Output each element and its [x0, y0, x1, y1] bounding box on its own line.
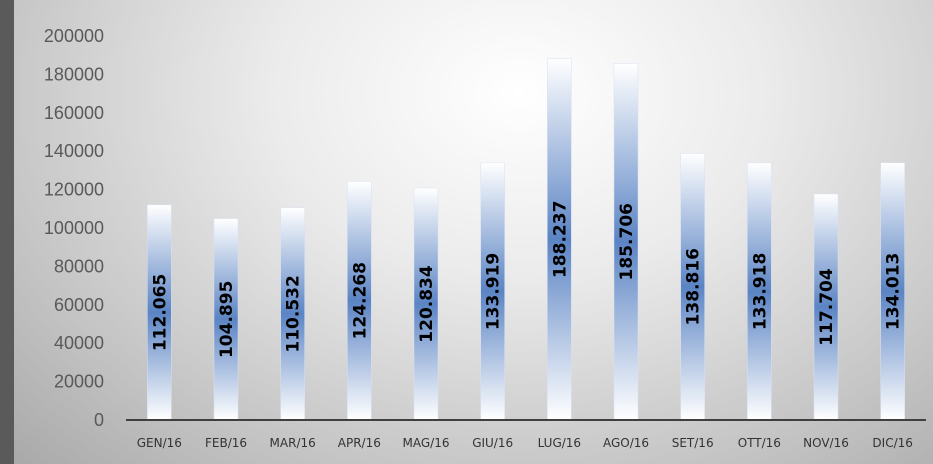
y-tick-label: 140000 — [44, 141, 104, 161]
bar-value-label: 120.834 — [417, 265, 437, 343]
x-category-label: MAG/16 — [403, 436, 450, 450]
y-tick-label: 200000 — [44, 26, 104, 46]
bar — [413, 187, 439, 421]
x-category-label: GIU/16 — [472, 436, 513, 450]
y-tick-label: 160000 — [44, 103, 104, 123]
bar-value-label: 110.532 — [284, 275, 304, 352]
bar — [613, 63, 639, 421]
y-axis-ticks: 0 20000 40000 60000 80000 100000 120000 140000 1… — [44, 26, 104, 430]
x-category-label: AGO/16 — [603, 436, 649, 450]
bar-value-label: 138.816 — [684, 248, 704, 325]
x-category-label: SET/16 — [672, 436, 714, 450]
x-category-label: FEB/16 — [205, 436, 247, 450]
x-category-label: MAR/16 — [270, 436, 316, 450]
bar — [747, 162, 772, 421]
bar — [347, 181, 372, 421]
bar-value-label: 133.919 — [484, 253, 504, 330]
x-category-label: DIC/16 — [872, 436, 912, 450]
y-tick-label: 60000 — [54, 295, 104, 315]
x-category-label: OTT/16 — [738, 436, 781, 450]
y-tick-label: 100000 — [44, 218, 104, 238]
bars — [147, 58, 905, 421]
bar-value-label: 124.268 — [350, 262, 370, 339]
bar-value-label: 185.706 — [617, 203, 637, 280]
bar — [480, 162, 505, 421]
x-category-label: LUG/16 — [538, 436, 581, 450]
bar-value-label: 188.237 — [550, 201, 570, 278]
data-labels: 112.065 104.895 110.532 124.268 120.834 133.9… — [150, 201, 903, 358]
bar-value-label: 117.704 — [817, 268, 837, 346]
x-category-label: NOV/16 — [803, 436, 849, 450]
y-tick-label: 40000 — [54, 333, 104, 353]
bar — [147, 204, 172, 421]
bar-chart: 0 20000 40000 60000 80000 100000 120000 140000 1… — [44, 26, 926, 450]
y-tick-label: 0 — [94, 410, 104, 430]
bar — [213, 218, 239, 421]
bar-value-label: 104.895 — [217, 281, 237, 358]
bar-value-label: 133.918 — [750, 253, 770, 330]
chart-area: 0 20000 40000 60000 80000 100000 120000 140000 1… — [14, 0, 933, 464]
bar — [880, 162, 905, 421]
y-tick-label: 120000 — [44, 180, 104, 200]
bar — [813, 193, 839, 421]
y-tick-label: 20000 — [54, 372, 104, 392]
x-axis-categories: GEN/16 FEB/16 MAR/16 APR/16 MAG/16 GIU/16 LUG/… — [137, 436, 913, 450]
y-tick-label: 80000 — [54, 256, 104, 276]
bar-value-label: 134.013 — [884, 253, 904, 330]
bar-value-label: 112.065 — [150, 274, 170, 351]
x-category-label: APR/16 — [338, 436, 381, 450]
y-tick-label: 180000 — [44, 64, 104, 84]
x-category-label: GEN/16 — [137, 436, 182, 450]
bar — [280, 207, 305, 421]
